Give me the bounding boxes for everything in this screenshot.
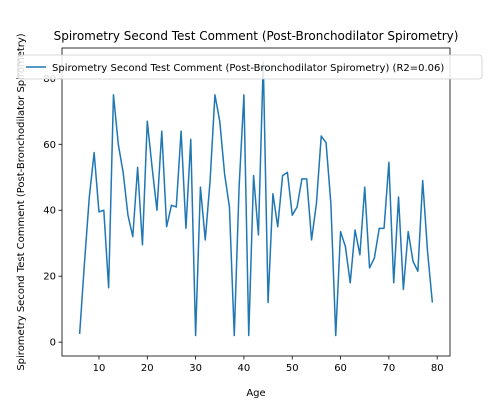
legend: Spirometry Second Test Comment (Post-Bro…: [17, 54, 483, 80]
x-axis: 10 20 30 40 50 60 70 80: [93, 356, 444, 374]
plot-area: [61, 47, 451, 357]
x-tick-label: 50: [286, 363, 299, 374]
legend-label: Spirometry Second Test Comment (Post-Bro…: [52, 63, 444, 74]
x-tick-label: 30: [189, 363, 202, 374]
y-tick-label: 60: [43, 140, 56, 151]
x-tick-label: 40: [238, 363, 251, 374]
y-axis-label: Spirometry Second Test Comment (Post-Bro…: [16, 33, 27, 370]
chart-title: Spirometry Second Test Comment (Post-Bro…: [54, 29, 459, 43]
plot-frame: [61, 47, 451, 357]
x-tick-label: 10: [93, 363, 106, 374]
x-tick-label: 80: [431, 363, 444, 374]
y-tick-label: 20: [43, 272, 56, 283]
x-tick-label: 70: [383, 363, 396, 374]
x-tick-label: 20: [141, 363, 154, 374]
y-tick-label: 0: [50, 338, 56, 349]
y-tick-label: 40: [43, 206, 56, 217]
x-axis-label: Age: [246, 388, 265, 399]
legend-box: [17, 54, 483, 80]
series-line-0: [78, 61, 434, 337]
x-tick-label: 60: [334, 363, 347, 374]
